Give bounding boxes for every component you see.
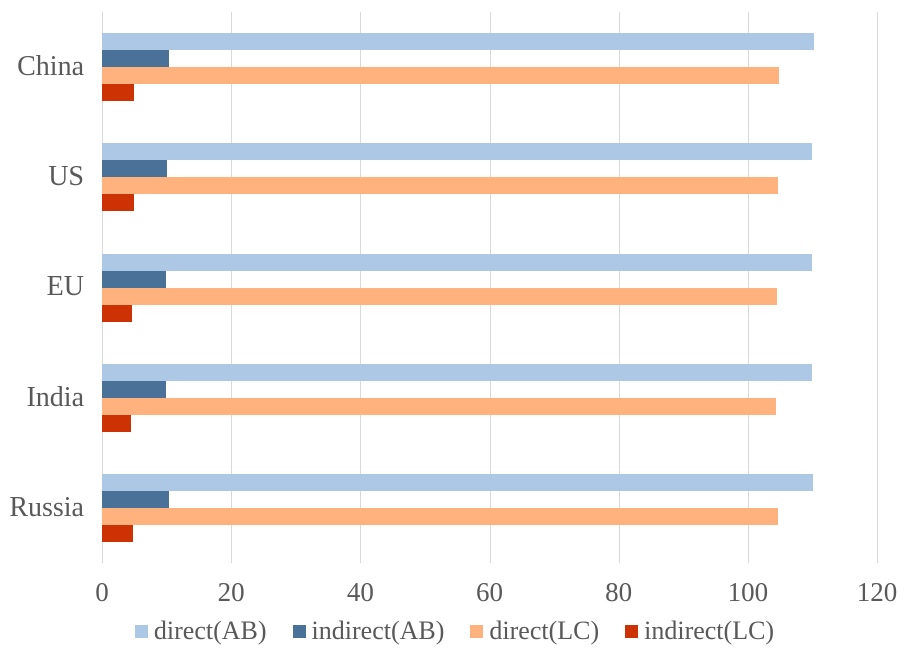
bar-china-direct-AB bbox=[102, 33, 814, 51]
bar-us-direct-LC bbox=[102, 177, 778, 195]
bar-china-direct-LC bbox=[102, 67, 779, 85]
bar-us-indirect-LC bbox=[102, 194, 134, 212]
legend-item-indirect-LC: indirect(LC) bbox=[625, 616, 774, 646]
bar-india-direct-LC bbox=[102, 397, 777, 415]
category-label-china: China bbox=[17, 51, 84, 83]
legend: direct(AB) indirect(AB) direct(LC) indirect… bbox=[0, 616, 909, 646]
legend-label: direct(AB) bbox=[153, 616, 267, 645]
legend-label: indirect(AB) bbox=[311, 616, 445, 645]
legend-label: direct(LC) bbox=[489, 616, 600, 645]
legend-item-direct-AB: direct(AB) bbox=[134, 616, 267, 646]
bar-russia-indirect-LC bbox=[102, 524, 133, 542]
bar-india-indirect-LC bbox=[102, 414, 132, 432]
legend-item-direct-LC: direct(LC) bbox=[470, 616, 599, 646]
legend-swatch-icon bbox=[470, 624, 484, 638]
bar-eu-direct-LC bbox=[102, 287, 777, 305]
category-label-eu: EU bbox=[46, 271, 84, 303]
category-label-india: India bbox=[26, 381, 84, 413]
bar-us-direct-AB bbox=[102, 143, 813, 161]
x-tick-label-0: 0 bbox=[95, 577, 109, 607]
x-tick-label-40: 40 bbox=[346, 577, 374, 607]
bar-india-direct-AB bbox=[102, 363, 812, 381]
bar-russia-direct-LC bbox=[102, 507, 778, 525]
gridline-x-120 bbox=[877, 12, 878, 563]
x-tick-label-60: 60 bbox=[476, 577, 503, 607]
x-tick-label-100: 100 bbox=[727, 577, 769, 607]
x-tick-label-120: 120 bbox=[856, 577, 898, 607]
bar-eu-direct-AB bbox=[102, 253, 813, 271]
bar-china-indirect-AB bbox=[102, 50, 170, 68]
bar-us-indirect-AB bbox=[102, 160, 167, 178]
legend-swatch-icon bbox=[134, 624, 148, 638]
bar-china-indirect-LC bbox=[102, 84, 134, 102]
legend-item-indirect-AB: indirect(AB) bbox=[292, 616, 445, 646]
bar-india-indirect-AB bbox=[102, 380, 166, 398]
bar-eu-indirect-LC bbox=[102, 304, 133, 322]
x-tick-label-20: 20 bbox=[217, 577, 245, 607]
bar-russia-direct-AB bbox=[102, 473, 814, 491]
legend-label: indirect(LC) bbox=[644, 616, 775, 645]
legend-swatch-icon bbox=[292, 624, 306, 638]
bar-russia-indirect-AB bbox=[102, 490, 169, 508]
category-label-russia: Russia bbox=[9, 491, 84, 523]
bar-eu-indirect-AB bbox=[102, 270, 166, 288]
category-label-us: US bbox=[48, 161, 84, 193]
x-tick-label-80: 80 bbox=[605, 577, 633, 607]
legend-swatch-icon bbox=[625, 624, 639, 638]
plot-area bbox=[102, 12, 878, 563]
